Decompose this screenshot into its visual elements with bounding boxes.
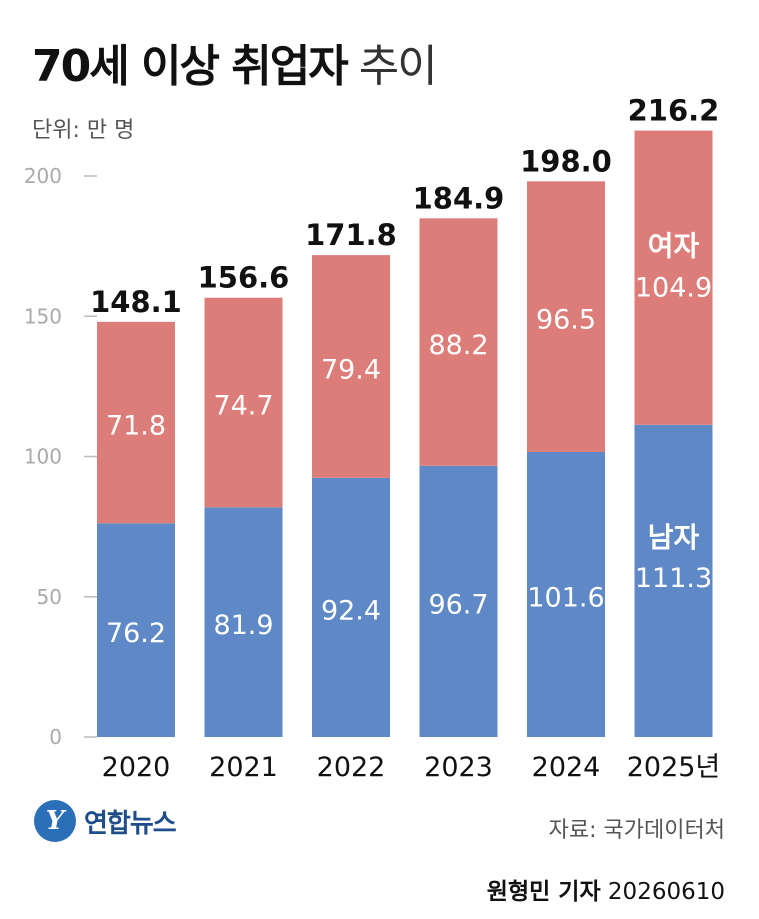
y-tick-label: 100 (24, 445, 62, 469)
bar-male (312, 477, 390, 737)
bar-male (527, 452, 605, 737)
title-sub: 추이 (358, 41, 438, 92)
bar-value-label: 101.6 (527, 583, 604, 614)
logo-text: 연합뉴스 (84, 808, 177, 839)
bar-total-label: 198.0 (520, 144, 612, 178)
bar-value-label: 92.4 (321, 595, 381, 626)
credit-name: 원형민 기자 (486, 879, 601, 905)
bar-male (419, 465, 498, 737)
bar-value-label: 71.8 (106, 411, 166, 442)
y-tick-label: 150 (24, 304, 62, 328)
y-tick-label: 200 (24, 164, 62, 188)
bar-value-label: 111.3 (635, 563, 712, 594)
chart-title: 70세 이상 취업자 추이 (32, 30, 438, 94)
credit-date: 20260610 (607, 879, 725, 905)
series-name-female: 여자 (648, 230, 700, 263)
x-axis-label: 2024 (532, 752, 601, 783)
bar-total-label: 184.9 (413, 181, 505, 215)
bar-female (312, 255, 390, 478)
bar-value-label: 79.4 (321, 354, 381, 385)
bar-value-label: 88.2 (428, 330, 488, 361)
stacked-bar-chart: 0 50 100 150 200 76.2 71.8 148.1 2020 81.9 74.7 156… (24, 94, 721, 783)
source-note: 자료: 국가데이터처 (548, 818, 725, 843)
x-axis-label: 2025년 (627, 752, 721, 783)
bar-male (97, 523, 175, 737)
bar-value-label: 96.5 (536, 305, 596, 336)
bar-total-label: 148.1 (90, 285, 182, 319)
y-tick-label: 50 (37, 585, 62, 609)
x-axis-label: 2022 (317, 752, 386, 783)
bar-value-label: 74.7 (213, 391, 273, 422)
bar-female (634, 130, 713, 425)
title-main: 70세 이상 취업자 (32, 41, 349, 92)
yonhap-logo: Y 연합뉴스 (34, 800, 177, 842)
bar-male (634, 424, 713, 737)
bar-value-label: 81.9 (213, 610, 273, 641)
series-name-male: 남자 (648, 521, 700, 554)
x-axis-label: 2021 (209, 752, 278, 783)
y-tick-label: 0 (49, 725, 62, 749)
bar-total-label: 156.6 (198, 261, 290, 295)
bar-female (204, 297, 283, 508)
bar-value-label: 104.9 (635, 273, 712, 304)
bar-total-label: 171.8 (305, 218, 397, 252)
bar-value-label: 96.7 (428, 589, 488, 620)
bar-total-label: 216.2 (628, 94, 720, 128)
bar-male (204, 507, 283, 737)
x-axis-label: 2020 (102, 752, 171, 783)
bar-value-label: 76.2 (106, 618, 166, 649)
unit-label: 단위: 만 명 (32, 118, 135, 143)
credit: 원형민 기자 20260610 (487, 872, 725, 906)
bar-female (97, 321, 175, 524)
bar-female (527, 181, 605, 453)
x-axis-label: 2023 (424, 752, 493, 783)
bar-female (419, 218, 498, 466)
yonhap-logo-icon: Y (34, 800, 76, 842)
